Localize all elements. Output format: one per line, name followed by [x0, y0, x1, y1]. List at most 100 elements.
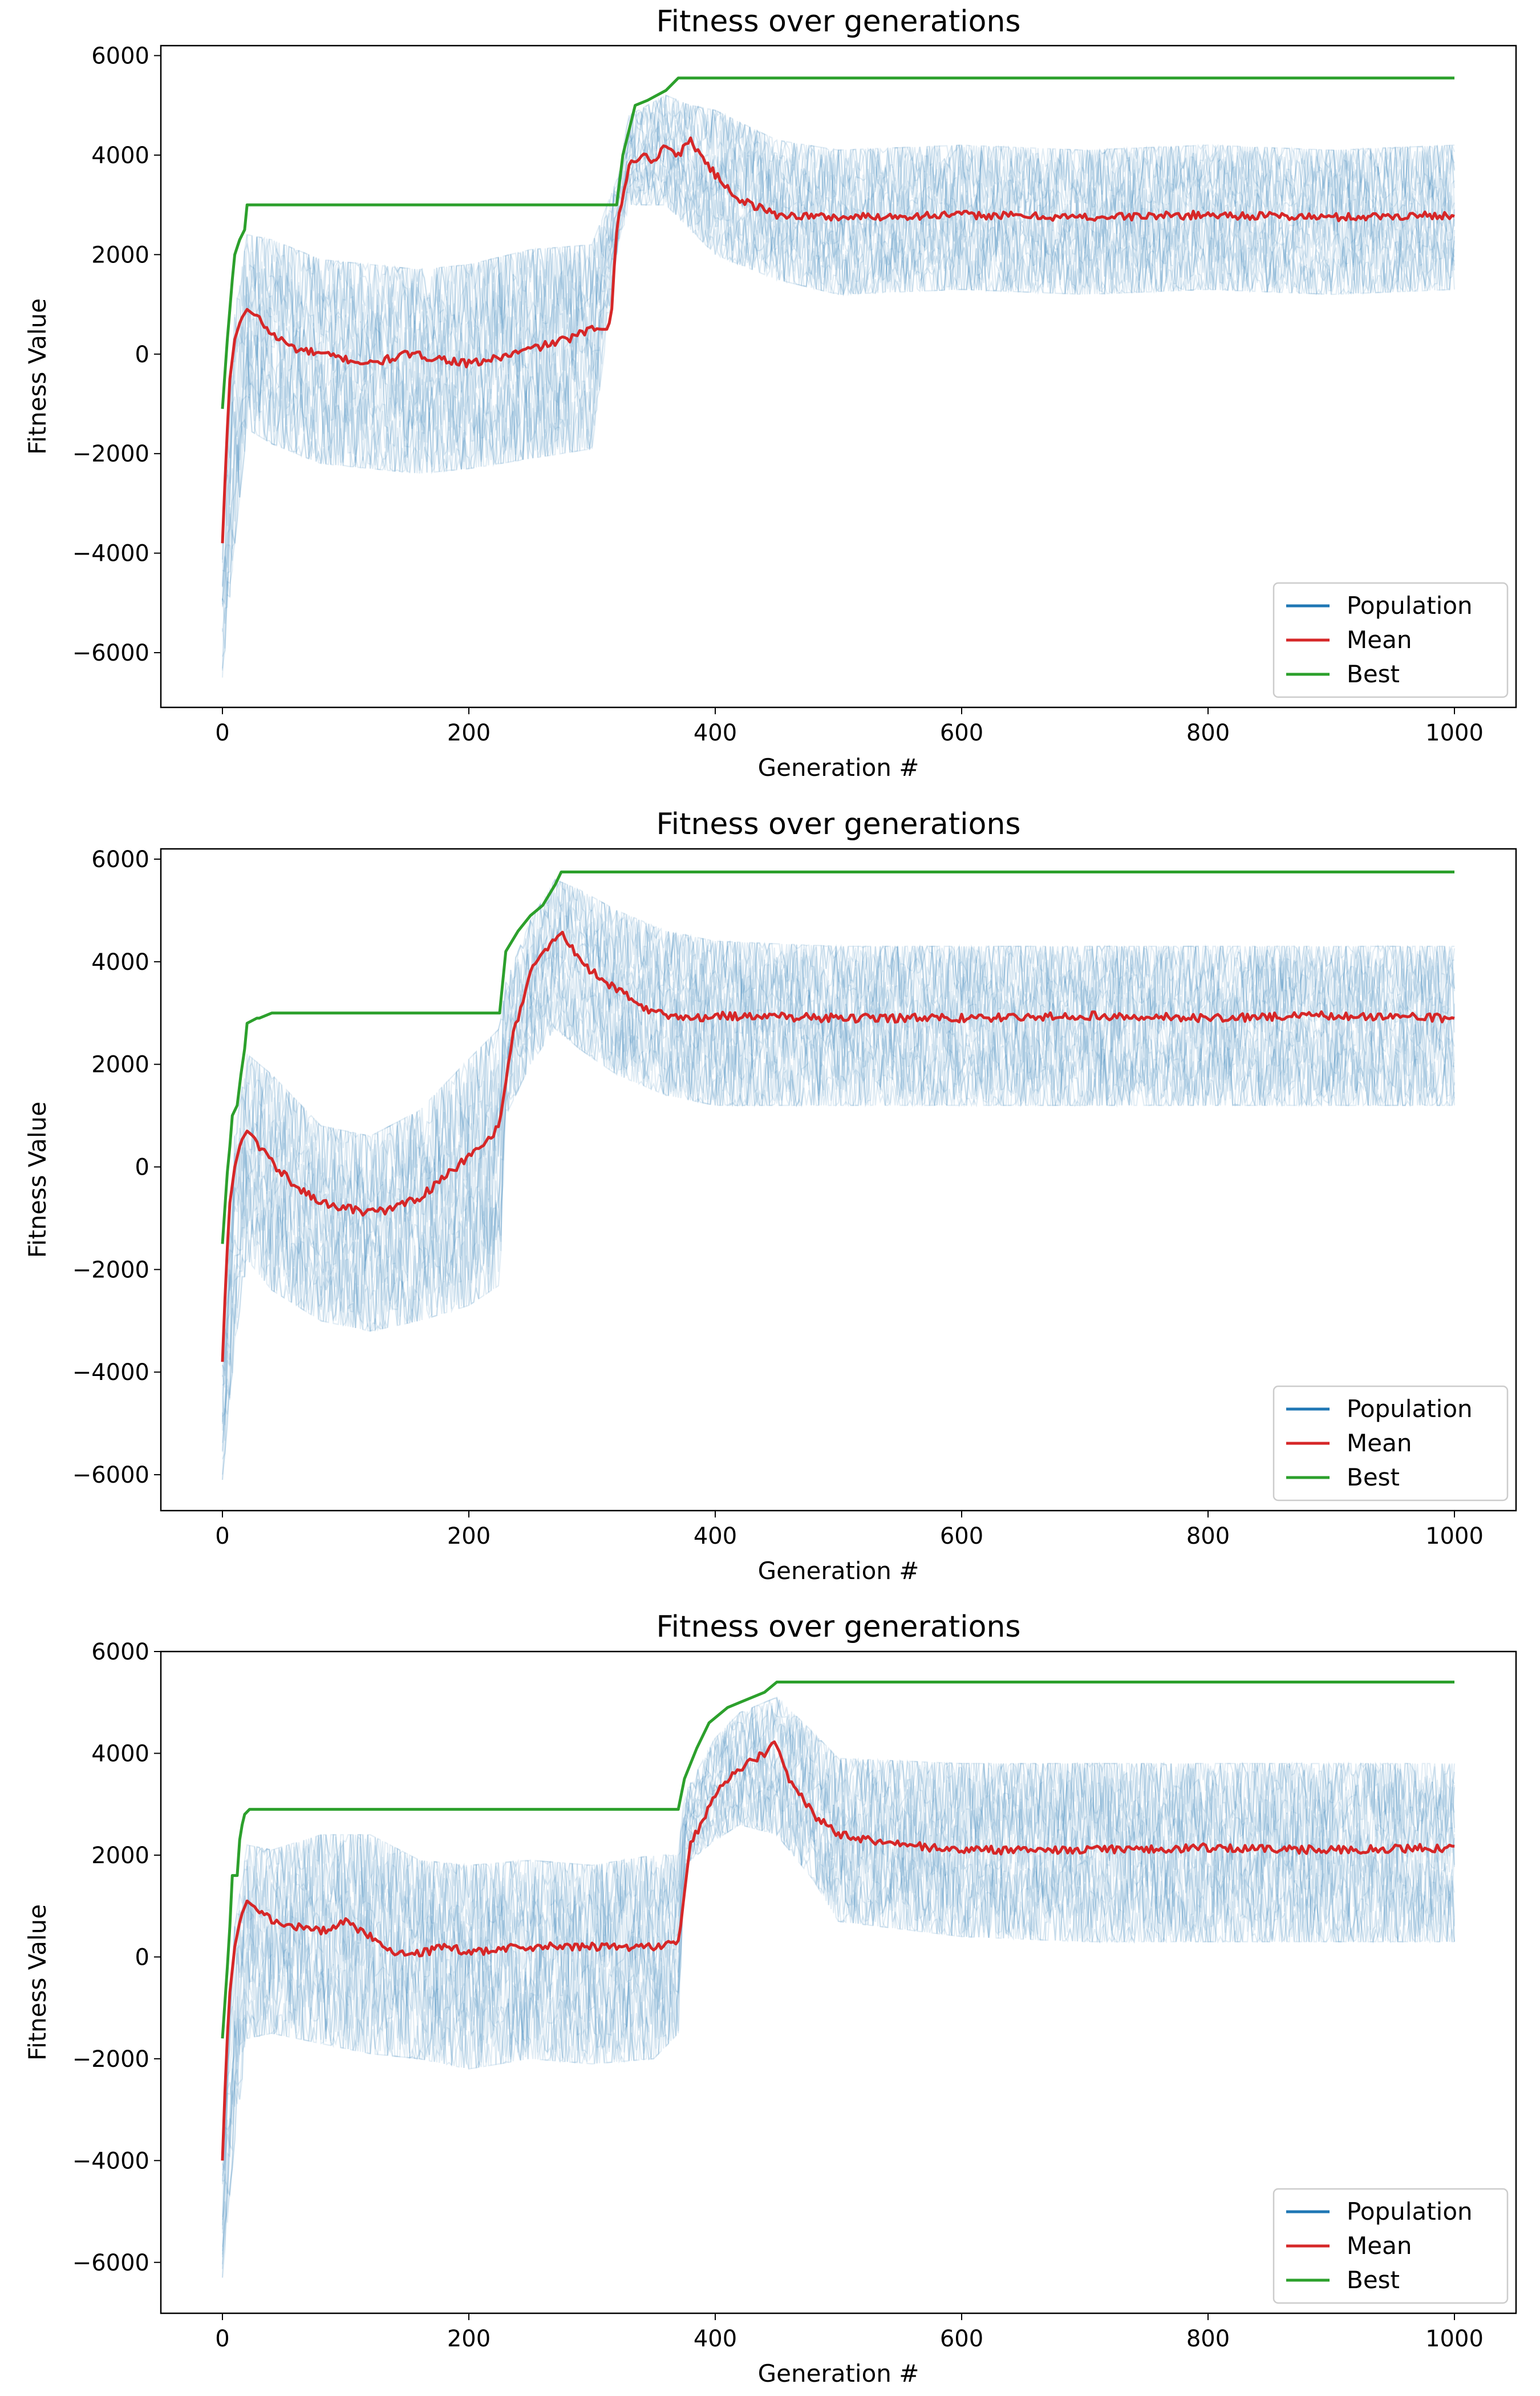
chart-title: Fitness over generations	[656, 5, 1020, 39]
x-tick-label: 0	[215, 2326, 229, 2352]
best-series-line	[221, 871, 1454, 1244]
x-tick-label: 600	[940, 720, 983, 746]
population-trace	[221, 888, 1456, 1377]
y-tick-label: −6000	[72, 1462, 149, 1488]
legend-label-mean: Mean	[1347, 1429, 1412, 1457]
x-tick-label: 0	[215, 1523, 229, 1549]
population-trace	[221, 111, 1456, 606]
mean-series-line	[221, 136, 1455, 544]
y-axis-ticks: −6000 −4000 −2000 0 2000 4000 6000	[72, 43, 161, 666]
legend: Population Mean Best	[1272, 1385, 1509, 1501]
y-tick-label: −4000	[72, 2148, 149, 2174]
population-trace	[221, 95, 1456, 529]
y-axis-label: Fitness Value	[23, 1102, 51, 1258]
y-tick-label: −4000	[72, 541, 149, 567]
population-trace	[221, 153, 1456, 632]
y-tick-label: 4000	[91, 949, 149, 976]
population-trace	[221, 1733, 1456, 2225]
population-trace	[221, 179, 1455, 669]
population-trace	[221, 1741, 1456, 2233]
population-trace	[221, 1703, 1456, 2171]
y-tick-label: 0	[135, 342, 149, 368]
x-tick-label: 200	[447, 1523, 491, 1549]
x-tick-label: 800	[1186, 720, 1230, 746]
y-tick-label: 4000	[91, 143, 149, 169]
population-trace	[221, 120, 1455, 601]
population-trace	[221, 142, 1456, 671]
legend-label-best: Best	[1347, 2266, 1400, 2294]
population-trace	[221, 1751, 1456, 2247]
y-tick-label: −2000	[72, 1257, 149, 1283]
x-tick-label: 400	[694, 2326, 737, 2352]
population-trace	[221, 896, 1456, 1395]
y-tick-label: 6000	[91, 43, 149, 69]
chart-panel-2: Fitness over generations 0 200 400 600 8…	[23, 807, 1517, 1585]
population-trace	[221, 941, 1456, 1426]
population-trace	[221, 987, 1456, 1452]
population-trace	[221, 973, 1456, 1475]
y-tick-label: 6000	[91, 1639, 149, 1665]
y-axis-ticks: −6000 −4000 −2000 0 2000 4000 6000	[72, 847, 161, 1488]
x-tick-label: 600	[940, 2326, 983, 2352]
chart-panel-3: Fitness over generations 0 200 400 600 8…	[23, 1610, 1517, 2387]
population-trace	[221, 95, 1455, 560]
x-tick-label: 800	[1186, 1523, 1230, 1549]
population-trace	[221, 952, 1456, 1441]
x-tick-label: 400	[694, 1523, 737, 1549]
population-trace	[221, 993, 1456, 1460]
x-tick-label: 200	[447, 720, 491, 746]
population-trace	[221, 104, 1456, 588]
population-trace	[221, 1796, 1454, 2255]
population-trace	[221, 1699, 1456, 2152]
population-trace	[221, 879, 1456, 1354]
population-trace	[221, 121, 1456, 605]
x-tick-label: 1000	[1425, 720, 1484, 746]
population-trace	[221, 1754, 1456, 2229]
plot-area	[221, 871, 1456, 1480]
y-axis-ticks: −6000 −4000 −2000 0 2000 4000 6000	[72, 1639, 161, 2276]
population-trace	[221, 1787, 1456, 2278]
population-trace	[221, 100, 1456, 586]
population-trace	[221, 881, 1456, 1371]
population-trace	[222, 929, 1455, 1417]
y-tick-label: 4000	[91, 1741, 149, 1767]
population-trace	[221, 961, 1456, 1480]
legend: Population Mean Best	[1272, 582, 1509, 698]
population-trace	[222, 117, 1456, 572]
population-trace	[222, 126, 1456, 606]
legend-label-population: Population	[1347, 592, 1473, 620]
y-tick-label: 2000	[91, 242, 149, 268]
x-axis-ticks: 0 200 400 600 800 1000	[215, 1511, 1484, 1549]
population-trace	[221, 877, 1454, 1363]
best-series-line	[221, 1681, 1454, 2039]
population-trace	[221, 904, 1456, 1388]
population-trace	[221, 1699, 1456, 2171]
x-axis-label: Generation #	[758, 1557, 919, 1585]
population-trace	[221, 94, 1456, 529]
population-trace	[221, 990, 1456, 1451]
plot-frame	[160, 848, 1517, 1512]
plot-area	[221, 76, 1456, 678]
population-trace	[221, 1697, 1456, 2151]
y-tick-label: 0	[135, 1944, 149, 1970]
x-axis-ticks: 0 200 400 600 800 1000	[215, 2313, 1484, 2352]
y-tick-label: 2000	[91, 1052, 149, 1078]
x-tick-label: 600	[940, 1523, 983, 1549]
population-trace	[221, 1697, 1455, 2184]
population-trace	[221, 158, 1455, 608]
legend-label-best: Best	[1347, 1463, 1400, 1491]
population-trace	[221, 136, 1456, 624]
x-tick-label: 1000	[1425, 1523, 1484, 1549]
y-tick-label: −6000	[72, 2250, 149, 2276]
legend-label-mean: Mean	[1347, 626, 1412, 654]
chart-title: Fitness over generations	[656, 1610, 1020, 1644]
chart-title: Fitness over generations	[656, 807, 1020, 841]
population-trace	[221, 134, 1456, 587]
legend-label-best: Best	[1347, 660, 1400, 688]
legend-frame	[1272, 2188, 1509, 2304]
x-axis-label: Generation #	[758, 2359, 919, 2387]
plot-area	[221, 1681, 1456, 2278]
legend-label-mean: Mean	[1347, 2232, 1412, 2260]
x-tick-label: 400	[694, 720, 737, 746]
